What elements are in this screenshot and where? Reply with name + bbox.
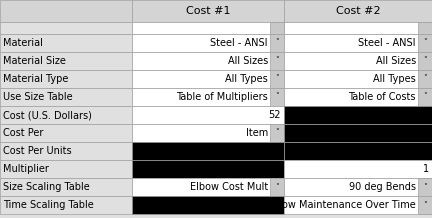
Bar [270, 52, 284, 70]
Text: Elbow Cost Mult: Elbow Cost Mult [190, 182, 268, 192]
Bar [0, 106, 132, 124]
Bar [0, 124, 132, 142]
Bar [0, 34, 132, 52]
Text: Table of Multipliers: Table of Multipliers [176, 92, 268, 102]
Text: ˅: ˅ [423, 39, 427, 48]
Bar [418, 196, 432, 214]
Bar [270, 124, 284, 142]
Bar [284, 196, 432, 214]
Text: Material: Material [3, 38, 43, 48]
Bar [132, 22, 284, 34]
Bar [418, 22, 432, 34]
Text: Cost Per: Cost Per [3, 128, 43, 138]
Text: ˅: ˅ [423, 56, 427, 65]
Text: Use Size Table: Use Size Table [3, 92, 73, 102]
Bar [0, 160, 132, 178]
Bar [418, 34, 432, 52]
Bar [0, 52, 132, 70]
Text: Cost #1: Cost #1 [186, 6, 230, 16]
Bar [132, 70, 284, 88]
Text: Cost (U.S. Dollars): Cost (U.S. Dollars) [3, 110, 92, 120]
Text: All Sizes: All Sizes [228, 56, 268, 66]
Text: Steel - ANSI: Steel - ANSI [359, 38, 416, 48]
Text: ˅: ˅ [275, 92, 279, 102]
Bar [132, 196, 284, 214]
Bar [132, 160, 284, 178]
Bar [0, 70, 132, 88]
Bar [418, 88, 432, 106]
Text: Size Scaling Table: Size Scaling Table [3, 182, 90, 192]
Text: Material Size: Material Size [3, 56, 66, 66]
Text: ˅: ˅ [423, 201, 427, 209]
Text: Table of Costs: Table of Costs [349, 92, 416, 102]
Text: Steel - ANSI: Steel - ANSI [210, 38, 268, 48]
Bar [418, 52, 432, 70]
Text: All Sizes: All Sizes [376, 56, 416, 66]
Bar [0, 0, 132, 22]
Text: 1: 1 [423, 164, 429, 174]
Bar [132, 124, 284, 142]
Bar [270, 34, 284, 52]
Bar [132, 142, 284, 160]
Text: Time Scaling Table: Time Scaling Table [3, 200, 94, 210]
Bar [284, 106, 432, 124]
Bar [270, 178, 284, 196]
Text: Cost #2: Cost #2 [336, 6, 380, 16]
Text: 52: 52 [269, 110, 281, 120]
Text: 90 deg Bends: 90 deg Bends [349, 182, 416, 192]
Text: ˅: ˅ [275, 39, 279, 48]
Bar [284, 142, 432, 160]
Text: ˅: ˅ [275, 182, 279, 191]
Bar [284, 124, 432, 142]
Bar [284, 52, 432, 70]
Bar [284, 70, 432, 88]
Bar [284, 0, 432, 22]
Text: ˅: ˅ [275, 128, 279, 138]
Bar [132, 34, 284, 52]
Text: ˅: ˅ [423, 75, 427, 83]
Text: Cost Per Units: Cost Per Units [3, 146, 72, 156]
Bar [270, 88, 284, 106]
Text: Material Type: Material Type [3, 74, 68, 84]
Bar [284, 160, 432, 178]
Bar [270, 70, 284, 88]
Bar [284, 178, 432, 196]
Text: ˅: ˅ [423, 92, 427, 102]
Bar [284, 22, 432, 34]
Text: Multiplier: Multiplier [3, 164, 49, 174]
Bar [270, 22, 284, 34]
Text: Item: Item [246, 128, 268, 138]
Bar [284, 34, 432, 52]
Text: ˅: ˅ [423, 182, 427, 191]
Bar [0, 142, 132, 160]
Bar [132, 52, 284, 70]
Text: ˅: ˅ [275, 56, 279, 65]
Bar [132, 178, 284, 196]
Bar [0, 178, 132, 196]
Bar [132, 88, 284, 106]
Bar [0, 196, 132, 214]
Bar [132, 0, 284, 22]
Text: ˅: ˅ [275, 75, 279, 83]
Text: ow Maintenance Over Time: ow Maintenance Over Time [282, 200, 416, 210]
Bar [0, 22, 132, 34]
Text: All Types: All Types [225, 74, 268, 84]
Text: All Types: All Types [373, 74, 416, 84]
Bar [418, 178, 432, 196]
Bar [132, 106, 284, 124]
Bar [0, 88, 132, 106]
Bar [284, 88, 432, 106]
Bar [418, 70, 432, 88]
